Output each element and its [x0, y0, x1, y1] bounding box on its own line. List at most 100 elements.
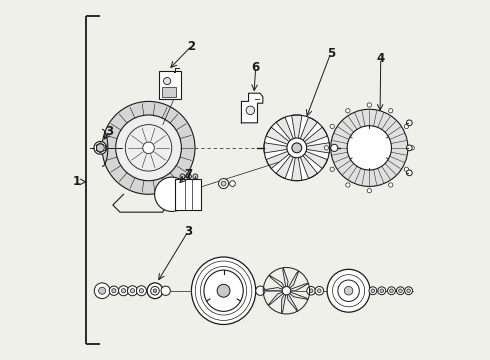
Circle shape: [161, 286, 171, 296]
Polygon shape: [283, 268, 288, 291]
Circle shape: [324, 146, 329, 150]
Circle shape: [331, 144, 338, 152]
Circle shape: [264, 115, 330, 181]
Circle shape: [109, 286, 119, 296]
Text: 4: 4: [377, 52, 385, 65]
Polygon shape: [287, 291, 308, 300]
Circle shape: [388, 287, 395, 295]
Circle shape: [371, 289, 375, 293]
Circle shape: [164, 77, 171, 85]
Circle shape: [116, 115, 181, 181]
FancyBboxPatch shape: [159, 71, 180, 99]
Circle shape: [396, 287, 404, 295]
Circle shape: [404, 167, 409, 171]
Circle shape: [282, 287, 291, 295]
Circle shape: [180, 174, 185, 179]
Circle shape: [389, 109, 393, 113]
Text: 1: 1: [73, 175, 81, 188]
Circle shape: [130, 289, 135, 293]
Polygon shape: [266, 127, 297, 148]
Circle shape: [407, 170, 412, 176]
Circle shape: [407, 289, 411, 293]
Polygon shape: [269, 275, 287, 291]
Circle shape: [119, 286, 128, 296]
Polygon shape: [242, 93, 263, 123]
Circle shape: [94, 141, 107, 154]
Circle shape: [230, 181, 235, 186]
Polygon shape: [264, 143, 297, 153]
Circle shape: [97, 144, 104, 152]
Polygon shape: [282, 291, 287, 314]
Circle shape: [309, 289, 313, 293]
Polygon shape: [292, 115, 302, 148]
Circle shape: [292, 143, 302, 153]
Circle shape: [112, 289, 116, 293]
Circle shape: [127, 286, 138, 296]
Polygon shape: [287, 271, 299, 291]
FancyBboxPatch shape: [174, 179, 201, 210]
Polygon shape: [276, 148, 297, 179]
Polygon shape: [297, 148, 327, 168]
Circle shape: [143, 142, 154, 154]
Text: 3: 3: [184, 225, 192, 238]
Circle shape: [407, 145, 412, 151]
Polygon shape: [266, 148, 297, 168]
Polygon shape: [268, 291, 287, 305]
Circle shape: [217, 284, 230, 297]
Text: 3: 3: [105, 125, 113, 138]
Circle shape: [407, 120, 412, 126]
Polygon shape: [276, 117, 297, 148]
Polygon shape: [263, 288, 287, 291]
Circle shape: [221, 181, 226, 186]
Circle shape: [378, 287, 386, 295]
Circle shape: [307, 287, 316, 295]
Ellipse shape: [192, 257, 256, 324]
Polygon shape: [287, 291, 297, 311]
Circle shape: [155, 177, 189, 211]
FancyBboxPatch shape: [162, 87, 176, 97]
Polygon shape: [297, 117, 318, 148]
Text: 5: 5: [327, 47, 335, 60]
Circle shape: [186, 174, 192, 179]
Circle shape: [151, 287, 159, 295]
Circle shape: [318, 289, 321, 293]
Circle shape: [380, 289, 384, 293]
Circle shape: [398, 289, 402, 293]
Polygon shape: [297, 148, 318, 179]
Circle shape: [147, 283, 163, 298]
Circle shape: [410, 146, 415, 150]
Circle shape: [404, 124, 409, 129]
Circle shape: [346, 109, 350, 113]
Circle shape: [330, 167, 334, 171]
Circle shape: [330, 124, 334, 129]
Text: 7: 7: [184, 168, 192, 181]
Circle shape: [102, 102, 195, 194]
Polygon shape: [297, 143, 330, 153]
Circle shape: [338, 280, 359, 301]
Circle shape: [122, 289, 126, 293]
Circle shape: [287, 138, 307, 158]
Circle shape: [125, 125, 172, 171]
Circle shape: [367, 189, 371, 193]
Circle shape: [367, 103, 371, 107]
Circle shape: [344, 287, 353, 295]
Circle shape: [219, 179, 228, 189]
Ellipse shape: [204, 270, 243, 311]
Circle shape: [98, 287, 106, 294]
Circle shape: [136, 286, 147, 296]
Text: 6: 6: [251, 61, 260, 74]
Polygon shape: [292, 148, 302, 181]
Circle shape: [315, 287, 323, 295]
Circle shape: [390, 289, 393, 293]
Circle shape: [347, 126, 392, 170]
Circle shape: [389, 183, 393, 187]
Polygon shape: [287, 284, 309, 291]
Circle shape: [369, 287, 377, 295]
Text: 2: 2: [187, 40, 196, 53]
Circle shape: [153, 289, 157, 293]
Polygon shape: [297, 127, 327, 148]
Circle shape: [346, 183, 350, 187]
Circle shape: [331, 109, 408, 186]
Circle shape: [193, 174, 198, 179]
Circle shape: [139, 289, 144, 293]
